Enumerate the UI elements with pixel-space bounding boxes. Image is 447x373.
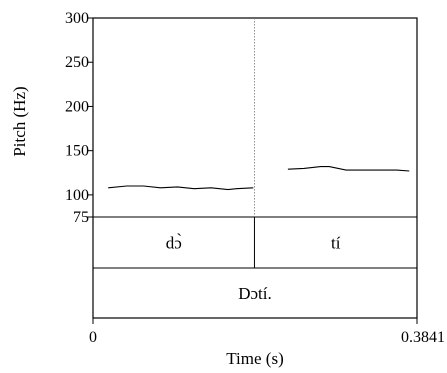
- pitch-series-layer: [108, 166, 410, 191]
- pitch-contour-2: [287, 166, 410, 172]
- pitch-contour-1: [108, 185, 254, 191]
- y-tick-label: 300: [65, 10, 89, 27]
- y-axis-label: Pitch (Hz): [10, 86, 29, 156]
- y-tick-label: 250: [65, 54, 89, 71]
- plot-border: [92, 17, 418, 319]
- y-tick-label: 200: [65, 98, 89, 115]
- y-tick-label: 75: [73, 209, 89, 226]
- x-axis-label: Time (s): [226, 349, 283, 368]
- plot-frame: [92, 17, 418, 319]
- annotation-tiers: dɔ̀ tí Dɔtí.: [166, 217, 341, 303]
- x-tick-label: 0.3841: [401, 329, 445, 346]
- y-tick-label: 100: [65, 187, 89, 204]
- x-tick-label: 0: [89, 329, 97, 346]
- tier-1-interval-label: dɔ̀: [166, 233, 182, 253]
- y-tick-label: 150: [65, 143, 89, 160]
- tier-2-interval-label: Dɔtí.: [238, 284, 272, 303]
- x-axis: 0 0.3841: [89, 318, 445, 346]
- tier-1-interval-label: tí: [331, 234, 341, 253]
- y-axis: 75 100 150 200 250 300: [65, 10, 93, 226]
